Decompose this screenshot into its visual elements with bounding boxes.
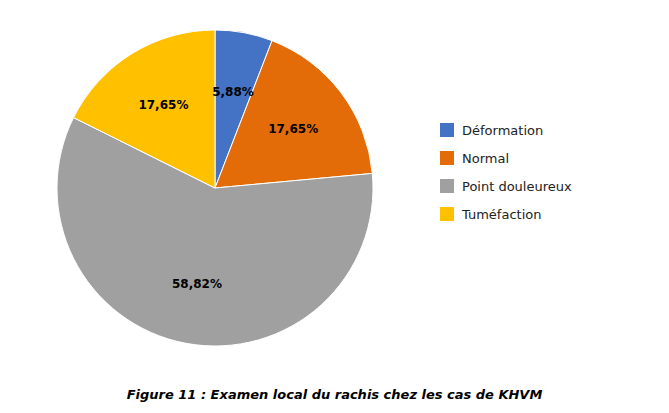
data-label: 58,82% xyxy=(172,277,222,291)
legend-swatch xyxy=(440,179,454,193)
chart-title: Figure 11 : Examen local du rachis chez … xyxy=(127,387,543,402)
pie xyxy=(57,30,373,346)
legend-swatch xyxy=(440,123,454,137)
chart-svg: 5,88% 17,65% 58,82% 17,65% Déformation Normal… xyxy=(0,0,669,413)
data-labels: 5,88% 17,65% 58,82% 17,65% xyxy=(138,85,318,292)
data-label: 5,88% xyxy=(212,85,254,99)
legend-label: Point douleureux xyxy=(462,179,572,194)
legend-label: Déformation xyxy=(462,123,543,138)
legend-label: Tuméfaction xyxy=(461,207,541,222)
data-label: 17,65% xyxy=(268,122,318,136)
chart-container: 5,88% 17,65% 58,82% 17,65% Déformation Normal… xyxy=(0,0,669,413)
legend-label: Normal xyxy=(462,151,509,166)
data-label: 17,65% xyxy=(138,98,188,112)
legend-swatch xyxy=(440,207,454,221)
pie-slice xyxy=(74,30,215,188)
legend: Déformation Normal Point douleureux Tuméfac… xyxy=(440,123,572,222)
legend-swatch xyxy=(440,151,454,165)
pie-slice xyxy=(215,41,372,188)
